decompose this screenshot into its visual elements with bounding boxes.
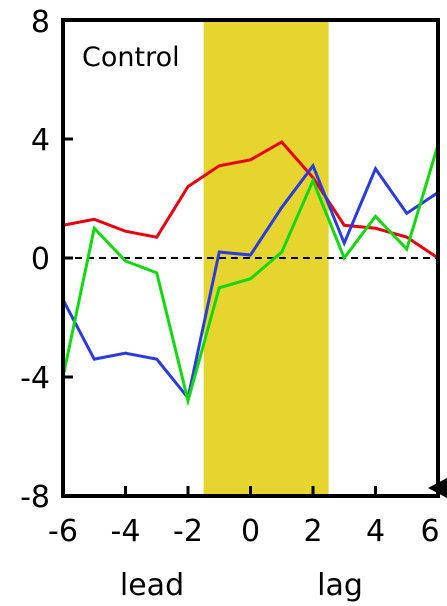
series-line-2: [61, 144, 440, 407]
x-tick-label: 6: [420, 514, 439, 549]
y-tick-label: 0: [31, 242, 50, 277]
x-label-lead: lead: [120, 568, 184, 603]
x-tick-label: -4: [111, 514, 141, 549]
series-line-0: [62, 140, 439, 260]
panel-title: Control: [82, 42, 180, 73]
y-tick-label: 8: [31, 5, 50, 40]
x-tick-label: 4: [366, 514, 385, 549]
x-tick-label: 2: [303, 514, 322, 549]
x-tick-label: 0: [241, 514, 260, 549]
x-tick-label: -2: [173, 514, 203, 549]
x-tick-label: -6: [48, 514, 78, 549]
y-tick-label: -8: [20, 480, 50, 515]
series-line-1: [61, 162, 439, 402]
corner-arrow-marker: [428, 478, 447, 498]
series-layer: [61, 140, 440, 407]
y-tick-label: -4: [20, 361, 50, 396]
x-label-lag: lag: [317, 568, 363, 603]
y-tick-label: 4: [31, 123, 50, 158]
